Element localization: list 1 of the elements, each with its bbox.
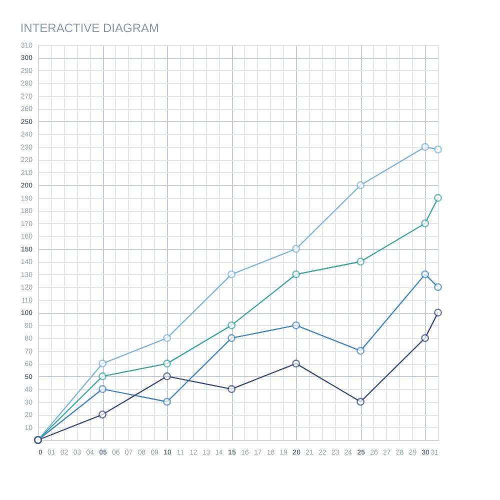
chart-title: INTERACTIVE DIAGRAM (20, 21, 160, 35)
